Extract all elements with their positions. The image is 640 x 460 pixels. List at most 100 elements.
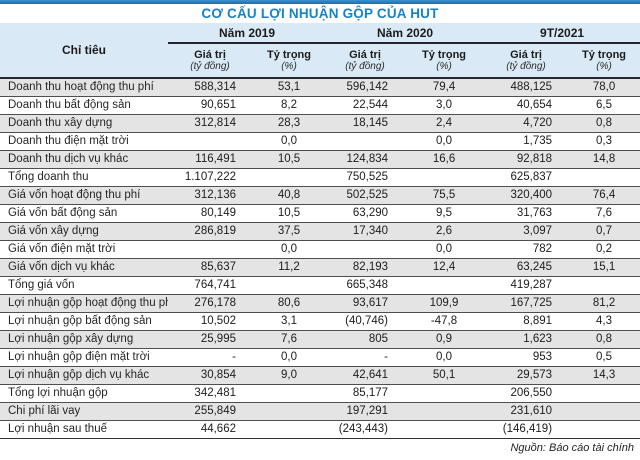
share-cell: 0,0: [252, 348, 327, 367]
share-cell: [252, 402, 327, 421]
share-cell: 0,8: [568, 330, 640, 349]
table-row: Lợi nhuận gộp xây dựng 25,995 7,6 805 0,9 1,6…: [0, 330, 640, 349]
subheader-value-2020: Giá trị (tỷ đồng): [326, 43, 405, 79]
value-cell: 312,814: [168, 114, 252, 133]
share-cell: 10,5: [252, 204, 327, 223]
row-label: Doanh thu điện mặt trời: [0, 132, 168, 151]
value-cell: (40,746): [326, 312, 405, 331]
share-cell: 50,1: [404, 366, 485, 385]
value-cell: 90,651: [168, 96, 252, 115]
value-cell: [326, 132, 405, 151]
subheader-share-label: Tỷ trọng: [267, 48, 311, 61]
row-label: Doanh thu dịch vụ khác: [0, 150, 168, 169]
value-cell: 197,291: [326, 402, 405, 421]
table-row: Tổng lợi nhuận gộp 342,481 85,177 206,550: [0, 384, 640, 403]
row-label: Tổng lợi nhuận gộp: [0, 384, 168, 403]
share-cell: [252, 168, 327, 187]
row-label: Lợi nhuận gộp xây dựng: [0, 330, 168, 349]
share-cell: 7,6: [568, 204, 640, 223]
value-cell: 63,245: [484, 258, 569, 277]
value-cell: 782: [484, 240, 569, 259]
value-cell: 29,573: [484, 366, 569, 385]
value-cell: [168, 240, 252, 259]
row-label: Lợi nhuận gộp điện mặt trời: [0, 348, 168, 367]
share-cell: 28,3: [252, 114, 327, 133]
share-cell: [568, 420, 640, 439]
share-cell: 11,2: [252, 258, 327, 277]
subheader-value-unit: (tỷ đồng): [506, 60, 546, 72]
source-note: Nguồn: Báo cáo tài chính: [510, 442, 634, 454]
subheader-share-unit: (%): [596, 60, 612, 72]
share-cell: [252, 420, 327, 439]
share-cell: 14,3: [568, 366, 640, 385]
share-cell: [252, 384, 327, 403]
subheader-share-unit: (%): [436, 60, 452, 72]
subheader-share-2020: Tỷ trọng (%): [404, 43, 485, 79]
row-label: Lợi nhuận gộp hoạt động thu phí: [0, 294, 168, 313]
sub-header-row: Giá trị (tỷ đồng) Tỷ trọng (%) Giá trị (…: [0, 43, 640, 79]
share-cell: 0,8: [568, 114, 640, 133]
column-header-chi-tieu: Chỉ tiêu: [0, 23, 168, 79]
table-row: Giá vốn xây dựng 286,819 37,5 17,340 2,6 3,09…: [0, 222, 640, 241]
value-cell: 167,725: [484, 294, 569, 313]
column-group-9t-2021: 9T/2021: [484, 23, 640, 44]
share-cell: 75,5: [404, 186, 485, 205]
value-cell: 85,637: [168, 258, 252, 277]
share-cell: [568, 276, 640, 295]
share-cell: 78,0: [568, 78, 640, 97]
share-cell: 4,3: [568, 312, 640, 331]
value-cell: 92,818: [484, 150, 569, 169]
subheader-share-2019: Tỷ trọng (%): [252, 43, 327, 79]
table-row: Tổng giá vốn 764,741 665,348 419,287: [0, 276, 640, 295]
subheader-share-unit: (%): [281, 60, 297, 72]
share-cell: [568, 402, 640, 421]
table-row: Lợi nhuận gộp hoạt động thu phí 276,178 80…: [0, 294, 640, 313]
value-cell: 231,610: [484, 402, 569, 421]
row-label: Giá vốn xây dựng: [0, 222, 168, 241]
share-cell: 0,5: [568, 348, 640, 367]
share-cell: 3,0: [404, 96, 485, 115]
row-label: Lợi nhuận sau thuế: [0, 420, 168, 439]
share-cell: 0,2: [568, 240, 640, 259]
share-cell: 10,5: [252, 150, 327, 169]
row-label: Tổng giá vốn: [0, 276, 168, 295]
value-cell: 488,125: [484, 78, 569, 97]
table-row: Tổng doanh thu 1.107,222 750,525 625,837: [0, 168, 640, 187]
share-cell: 0,3: [568, 132, 640, 151]
share-cell: 8,2: [252, 96, 327, 115]
value-cell: 255,849: [168, 402, 252, 421]
value-cell: 1,735: [484, 132, 569, 151]
share-cell: 53,1: [252, 78, 327, 97]
value-cell: 625,837: [484, 168, 569, 187]
value-cell: 31,763: [484, 204, 569, 223]
table-row: Doanh thu xây dựng 312,814 28,3 18,145 2,4 4,…: [0, 114, 640, 133]
value-cell: 1,623: [484, 330, 569, 349]
row-label: Giá vốn điện mặt trời: [0, 240, 168, 259]
value-cell: 124,834: [326, 150, 405, 169]
value-cell: 502,525: [326, 186, 405, 205]
share-cell: 0,0: [404, 132, 485, 151]
value-cell: 953: [484, 348, 569, 367]
table-row: Lợi nhuận gộp điện mặt trời -0,0-0,0 953 0,…: [0, 348, 640, 367]
share-cell: [404, 168, 485, 187]
value-cell: 10,502: [168, 312, 252, 331]
share-cell: 9,5: [404, 204, 485, 223]
share-cell: 7,6: [252, 330, 327, 349]
column-group-nam-2020: Năm 2020: [326, 23, 485, 44]
value-cell: 44,662: [168, 420, 252, 439]
subheader-value-label: Giá trị: [510, 48, 542, 61]
table-row: Giá vốn dịch vụ khác 85,637 11,2 82,193 12,4…: [0, 258, 640, 277]
value-cell: 206,550: [484, 384, 569, 403]
gross-profit-table: Chỉ tiêu Năm 2019 Năm 2020 9T/2021 Giá t…: [0, 23, 640, 439]
share-cell: 40,8: [252, 186, 327, 205]
table-row: Giá vốn bất động sản 80,149 10,5 63,290 9,5 3…: [0, 204, 640, 223]
row-label: Chi phí lãi vay: [0, 402, 168, 421]
table-row: Doanh thu điện mặt trời 0,0 0,0 1,735 0,3: [0, 132, 640, 151]
value-cell: -: [326, 348, 405, 367]
page-title: CƠ CẤU LỢI NHUẬN GỘP CỦA HUT: [201, 6, 439, 21]
value-cell: 30,854: [168, 366, 252, 385]
value-cell: 764,741: [168, 276, 252, 295]
value-cell: 22,544: [326, 96, 405, 115]
share-cell: 15,1: [568, 258, 640, 277]
row-label: Doanh thu hoạt động thu phí: [0, 78, 168, 97]
